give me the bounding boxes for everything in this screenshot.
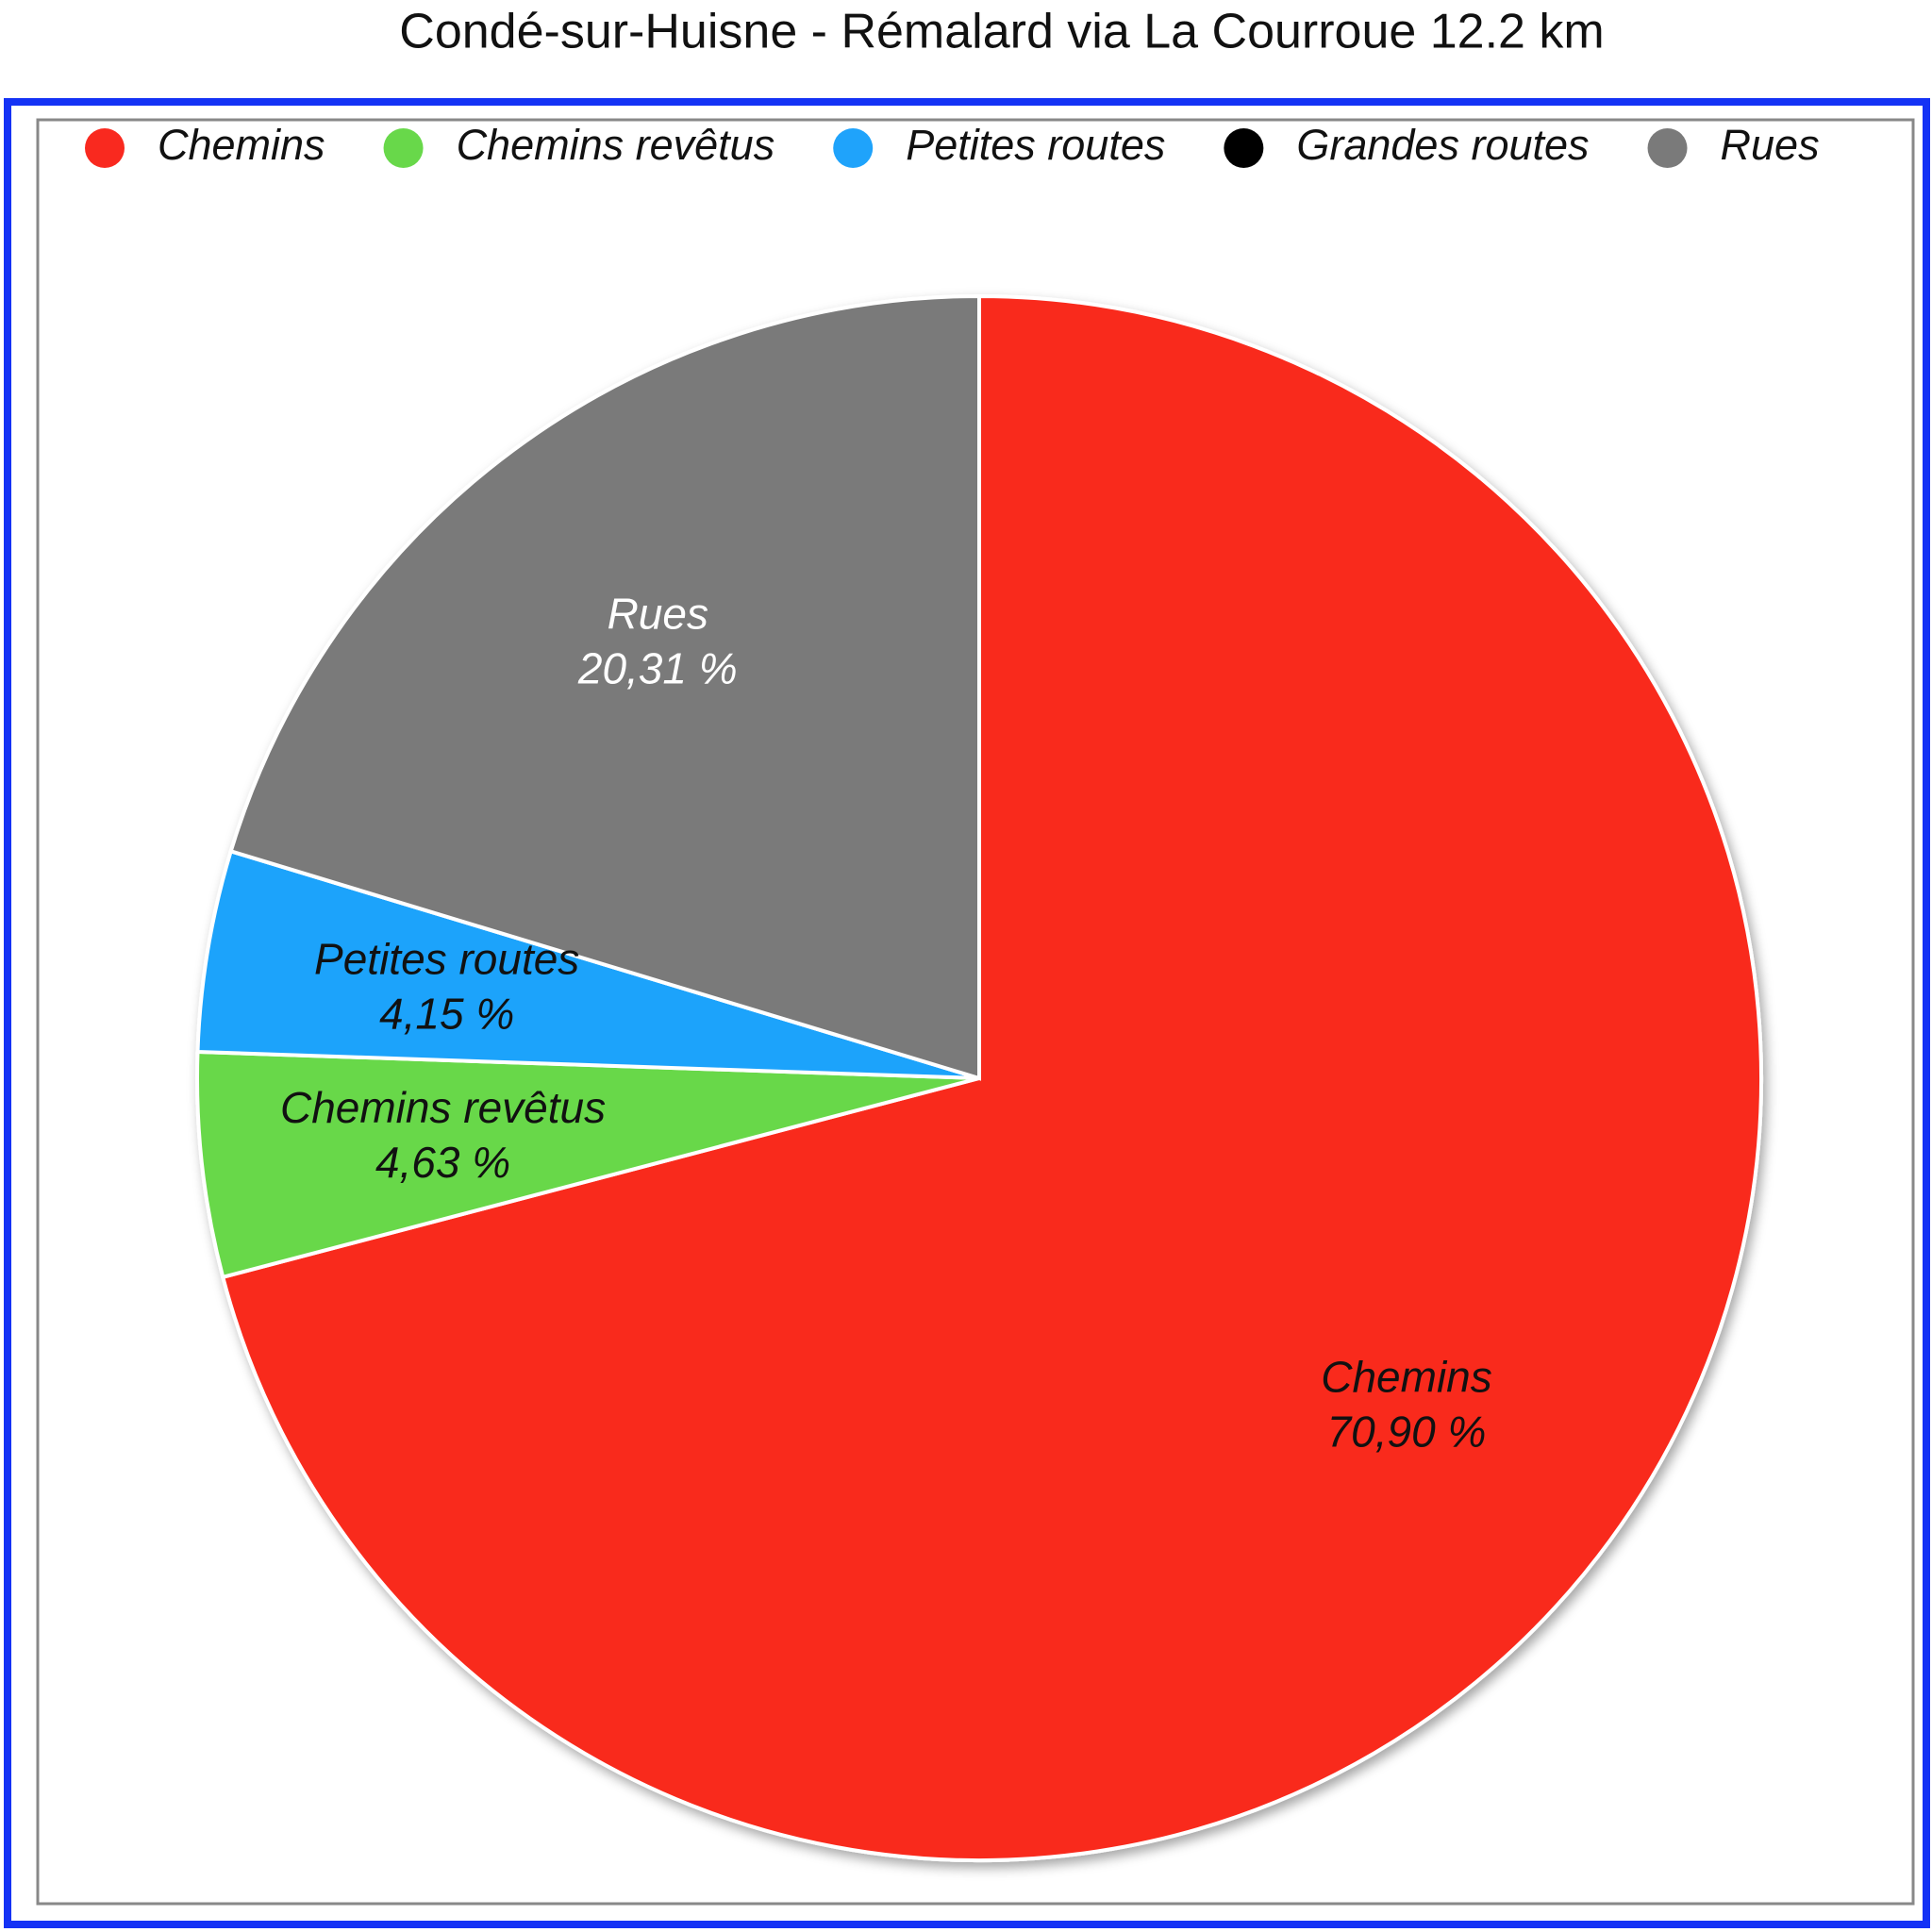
frame — [4, 98, 1930, 1928]
slice-value: 70,90 % — [1327, 1407, 1487, 1456]
legend-label: Chemins revêtus — [457, 121, 775, 169]
pie — [195, 293, 1763, 1862]
legend-label: Petites routes — [906, 121, 1165, 169]
legend-label: Chemins — [158, 121, 325, 169]
pie-slice — [195, 848, 980, 1080]
slice-value: 20,31 % — [577, 644, 738, 693]
chart-title: Condé-sur-Huisne - Rémalard via La Courr… — [399, 5, 1604, 59]
slice-value: 4,63 % — [375, 1138, 510, 1187]
legend-label: Rues — [1721, 121, 1820, 169]
slice-name: Chemins revêtus — [280, 1083, 606, 1132]
legend-marker — [1647, 128, 1688, 168]
pie-slice — [220, 293, 1763, 1862]
labels: Chemins 70,90 % Chemins revêtus 4,63 % Petit… — [280, 590, 1492, 1457]
legend: Chemins Chemins revêtus Petites routes Gran… — [85, 121, 1820, 169]
legend-marker — [1224, 128, 1264, 168]
slice-name: Chemins — [1321, 1352, 1492, 1401]
slice-name: Rues — [608, 590, 708, 639]
pie-slice — [195, 1049, 980, 1280]
slice-name: Petites routes — [314, 935, 579, 984]
legend-marker — [85, 128, 125, 168]
legend-marker — [383, 128, 424, 168]
pie-slice — [228, 293, 981, 1081]
slice-value: 4,15 % — [379, 990, 514, 1039]
legend-marker — [833, 128, 874, 168]
legend-label: Grandes routes — [1296, 121, 1589, 169]
